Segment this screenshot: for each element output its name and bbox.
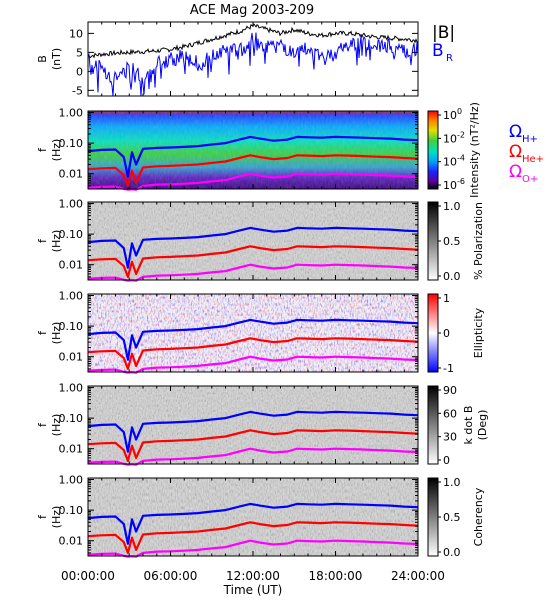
colorbar-tick-label: 30 [443,431,457,444]
colorbar-label: Coherency [472,487,485,546]
y-tick-label: 10 [69,27,83,40]
x-tick-label: 24:00:00 [391,569,445,583]
colorbar-tick-label: 10-4 [443,154,465,169]
colorbar-tick-label: 1.0 [443,476,461,489]
colorbar [427,201,439,281]
colorbar [427,477,439,557]
legend-br-label: B [432,41,444,61]
y-axis-label-top: B [36,55,49,63]
y-tick-label: 0.01 [59,168,84,181]
x-axis-labels: 00:00:00 06:00:00 12:00:00 18:00:00 24:00:00 [61,569,445,583]
y-tick-label: 1.00 [59,107,84,120]
colorbar-tick-label: 0 [443,327,450,340]
colorbar-tick-label: 90 [443,384,457,397]
y-tick-label: 5 [76,46,83,59]
colorbar-tick-label: 0.5 [443,511,461,524]
colorbar-tick-label: 0.0 [443,270,461,283]
y-tick-label: 0.10 [59,228,84,241]
y-axis-label-bottom: (Hz) [50,230,63,253]
y-tick-label: 1.00 [59,290,84,303]
colorbar-tick-label: -1 [443,362,454,375]
colorbar-label: Intensity (nT²/Hz) [468,102,481,198]
kdotb-panel: 1.00 0.10 0.01 f (Hz) 90 60 30 0 k dot B (Deg) [36,382,489,467]
legend: |B| B R Ω H+ Ω He+ Ω O+ [432,23,544,185]
y-axis-label-bottom: (Hz) [50,506,63,529]
y-axis-label-bottom: (Hz) [50,139,63,162]
legend-omega-o-symbol: Ω [509,162,522,182]
colorbar-tick-label: 10-2 [443,130,465,145]
y-tick-label: 1.00 [59,474,84,487]
colorbar-tick-label: 1 [443,292,450,305]
legend-omega-o-sub: O+ [522,174,538,185]
colorbar-tick-label: 0.5 [443,235,461,248]
y-tick-label: -5 [72,84,83,97]
y-axis-label-top: f [36,330,49,335]
y-tick-label: 0.10 [59,320,84,333]
colorbar [427,293,439,373]
y-tick-label: 0.01 [59,351,84,364]
colorbar [427,110,439,190]
field-plot-area [88,22,418,96]
field-line-br [87,32,419,97]
y-tick-label: 0.10 [59,412,84,425]
x-tick-label: 18:00:00 [309,569,363,583]
x-axis-title: Time (UT) [223,583,283,597]
y-axis-label-top: f [36,238,49,243]
legend-omega-o: Ω O+ [509,162,538,185]
x-tick-label: 12:00:00 [226,569,280,583]
legend-omega-he-symbol: Ω [509,142,522,162]
y-tick-label: 0.10 [59,137,84,150]
colorbar [427,385,439,465]
legend-br: B R [432,41,453,64]
y-axis-label-top: f [36,147,49,152]
coherency-panel: 1.00 0.10 0.01 f (Hz) 1.0 0.5 0.0 Coherency [36,474,485,559]
y-axis-label-bottom: (Hz) [50,414,63,437]
legend-omega-h-sub: H+ [522,134,538,145]
y-tick-label: 0.01 [59,535,84,548]
legend-omega-he: Ω He+ [509,142,544,165]
colorbar-tick-label: 10-6 [443,177,465,192]
y-tick-label: 1.00 [59,198,84,211]
y-tick-label: 0.10 [59,504,84,517]
intensity-panel: 1.00 0.10 0.01 f (Hz) 100 10-2 10-4 10-6 Intensit… [36,102,481,198]
field-panel: 10 5 0 -5 B (nT) [36,21,419,97]
polarization-panel: 1.00 0.10 0.01 f (Hz) 1.0 0.5 0.0 % Polarization [36,198,485,283]
y-axis-label-top: f [36,422,49,427]
colorbar-tick-label: 0 [443,454,450,467]
colorbar-tick-label: 100 [443,107,462,122]
colorbar-tick-label: 1.0 [443,200,461,213]
y-axis-label-bottom: (nT) [50,48,63,70]
y-axis-label-bottom: (Hz) [50,322,63,345]
legend-omega-h: Ω H+ [509,122,538,145]
y-tick-label: 0.01 [59,259,84,272]
y-tick-label: 0.01 [59,443,84,456]
y-tick-label: 1.00 [59,382,84,395]
colorbar-label-bottom: (Deg) [476,410,489,441]
y-axis-label-top: f [36,514,49,519]
legend-bmag: |B| [432,23,455,43]
colorbar-label: Ellipticity [472,307,485,358]
colorbar-label-top: k dot B [462,406,475,445]
legend-br-sub: R [446,53,453,64]
x-tick-label: 00:00:00 [61,569,115,583]
colorbar-tick-label: 0.0 [443,546,461,559]
x-tick-label: 06:00:00 [144,569,198,583]
legend-omega-h-symbol: Ω [509,122,522,142]
figure-title: ACE Mag 2003-209 [190,3,314,18]
colorbar-label: % Polarization [472,202,485,280]
ellipticity-panel: 1.00 0.10 0.01 f (Hz) 1 0 -1 Ellipticity [36,290,485,375]
colorbar-tick-label: 60 [443,407,457,420]
y-tick-label: 0 [76,65,83,78]
legend-omega-he-sub: He+ [522,154,544,165]
